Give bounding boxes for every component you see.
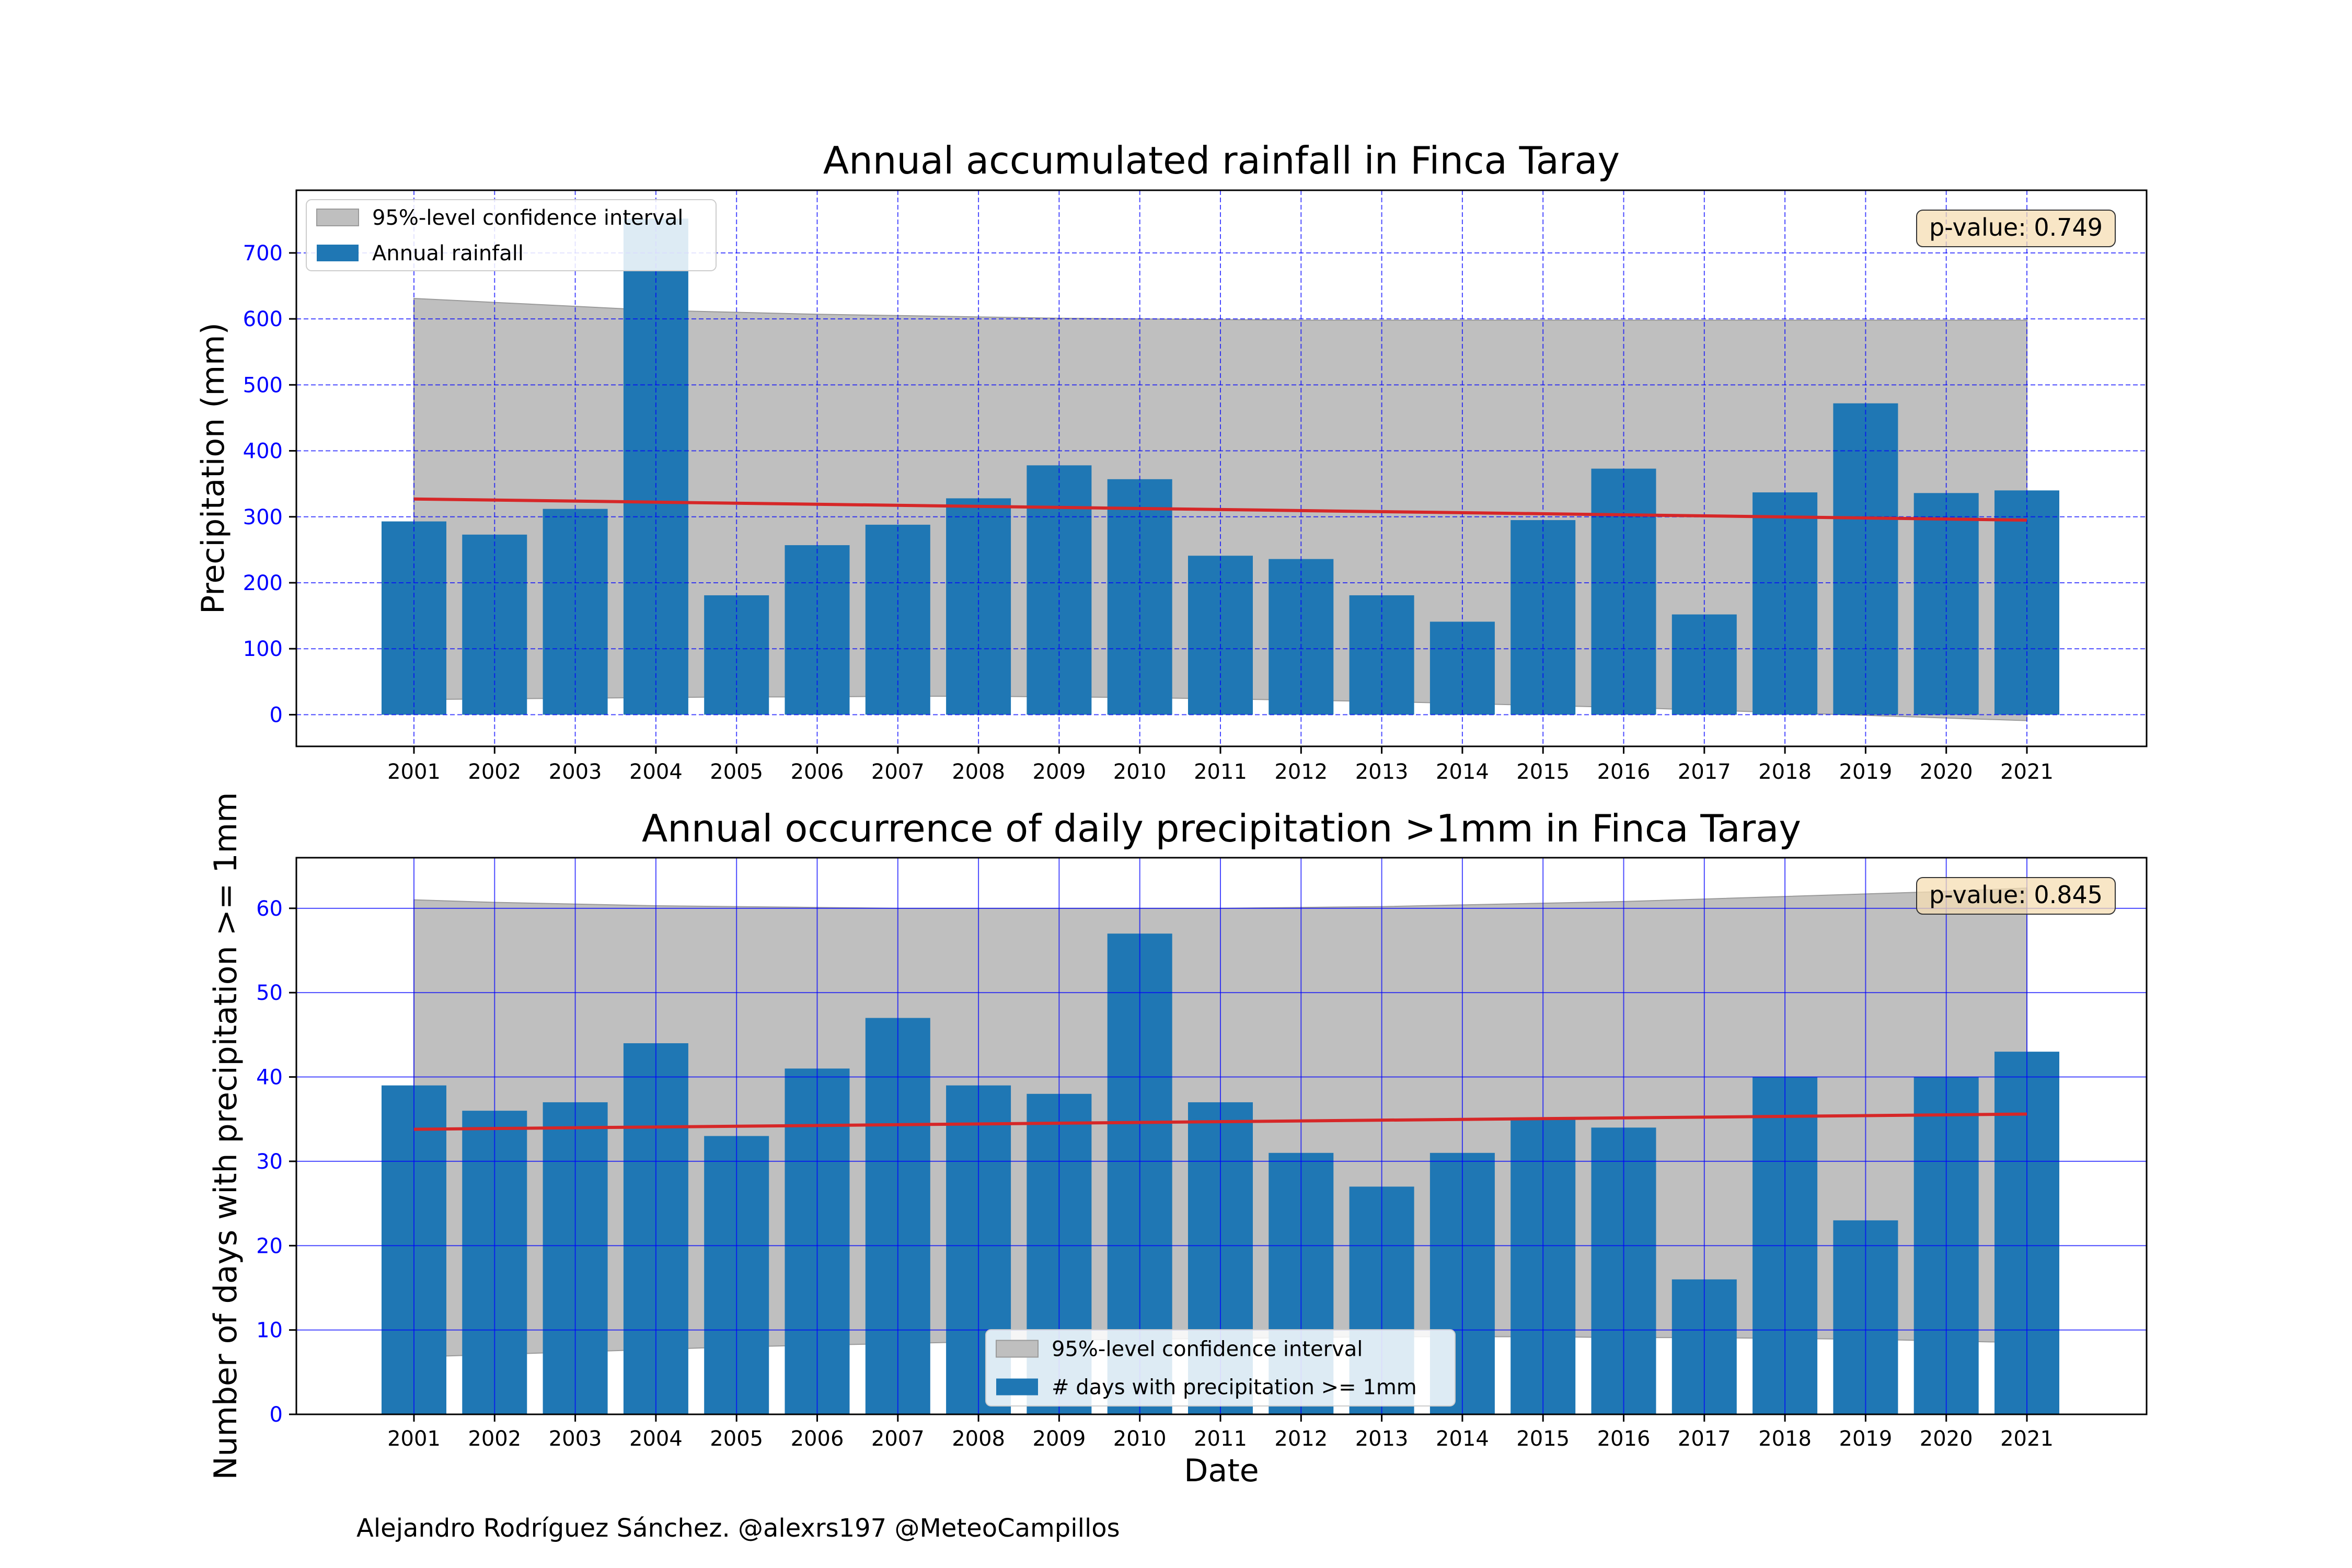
legend-label-bars: Annual rainfall xyxy=(372,241,524,266)
x-tick-label: 2004 xyxy=(629,1427,683,1451)
x-tick-label: 2005 xyxy=(710,1427,763,1451)
legend-label-ci: 95%-level confidence interval xyxy=(1052,1338,1363,1362)
x-tick-label: 2017 xyxy=(1678,760,1731,784)
pvalue-box-bg xyxy=(1916,877,2116,915)
x-tick-label: 2020 xyxy=(1920,760,1973,784)
x-tick-label: 2016 xyxy=(1597,1427,1651,1451)
legend-label-ci: 95%-level confidence interval xyxy=(372,206,683,230)
chart-title: Annual accumulated rainfall in Finca Tar… xyxy=(823,139,1620,182)
x-tick-label: 2003 xyxy=(549,1427,602,1451)
x-tick-label: 2009 xyxy=(1033,760,1086,784)
x-tick-label: 2012 xyxy=(1274,1427,1328,1451)
x-tick-label: 2013 xyxy=(1355,1427,1409,1451)
y-tick-label: 30 xyxy=(256,1150,283,1174)
x-tick-label: 2021 xyxy=(2000,1427,2054,1451)
x-tick-label: 2007 xyxy=(871,760,925,784)
y-tick-label: 600 xyxy=(243,307,283,331)
y-axis-label: Precipitation (mm) xyxy=(195,322,232,614)
x-tick-label: 2018 xyxy=(1758,1427,1812,1451)
x-axis-label: Date xyxy=(1184,1452,1259,1489)
y-tick-label: 60 xyxy=(256,897,283,921)
x-tick-label: 2019 xyxy=(1839,1427,1893,1451)
x-tick-label: 2003 xyxy=(549,760,602,784)
x-tick-label: 2009 xyxy=(1033,1427,1086,1451)
legend-box xyxy=(985,1329,1456,1406)
chart-title: Annual occurrence of daily precipitation… xyxy=(642,806,1801,850)
x-tick-label: 2001 xyxy=(387,1427,441,1451)
author-credit: Alejandro Rodríguez Sánchez. @alexrs197 … xyxy=(356,1514,1120,1543)
legend-swatch-bars xyxy=(996,1378,1038,1396)
y-tick-label: 40 xyxy=(256,1066,283,1090)
x-tick-label: 2008 xyxy=(952,760,1005,784)
y-tick-label: 0 xyxy=(270,1403,283,1427)
x-tick-label: 2010 xyxy=(1113,1427,1167,1451)
y-axis-label: Number of days with precipitation >= 1mm xyxy=(207,792,244,1480)
x-tick-label: 2014 xyxy=(1436,1427,1489,1451)
y-tick-label: 50 xyxy=(256,981,283,1005)
rain-days-chart: 0 10 20 30 40 50 60 2001 2002 2003 2004 2005 2006 200… xyxy=(207,792,2148,1489)
legend-swatch-bars xyxy=(317,245,359,261)
x-tick-label: 2015 xyxy=(1516,1427,1570,1451)
plot-frame xyxy=(295,857,2148,1415)
x-tick-label: 2016 xyxy=(1597,760,1651,784)
x-tick-label: 2004 xyxy=(629,760,683,784)
y-tick-label: 100 xyxy=(243,637,283,661)
x-tick-label: 2007 xyxy=(871,1427,925,1451)
x-tick-label: 2002 xyxy=(468,760,521,784)
legend-swatch-ci xyxy=(996,1340,1039,1358)
y-tick-label: 10 xyxy=(256,1319,283,1343)
x-tick-label: 2005 xyxy=(710,760,763,784)
trend-line xyxy=(413,1112,2027,1131)
x-tick-label: 2001 xyxy=(387,760,441,784)
x-tick-label: 2015 xyxy=(1516,760,1570,784)
plot-frame xyxy=(295,189,2148,747)
pvalue-label: p-value: 0.749 xyxy=(1929,213,2103,241)
pvalue-box: p-value: 0.845 xyxy=(1916,877,2116,915)
x-tick-label: 2002 xyxy=(468,1427,521,1451)
pvalue-box-bg xyxy=(1916,210,2116,247)
y-tick-label: 500 xyxy=(243,373,283,397)
trend-line xyxy=(413,497,2027,522)
x-tick-label: 2021 xyxy=(2000,760,2054,784)
x-tick-label: 2013 xyxy=(1355,760,1409,784)
x-tick-label: 2006 xyxy=(791,1427,844,1451)
x-tick-label: 2006 xyxy=(791,760,844,784)
y-tick-label: 20 xyxy=(256,1234,283,1258)
legend: 95%-level confidence interval Annual rain… xyxy=(306,199,717,271)
x-tick-label: 2011 xyxy=(1194,760,1247,784)
x-tick-label: 2020 xyxy=(1920,1427,1973,1451)
legend-label-bars: # days with precipitation >= 1mm xyxy=(1052,1376,1417,1400)
x-tick-label: 2017 xyxy=(1678,1427,1731,1451)
pvalue-label: p-value: 0.845 xyxy=(1929,881,2103,909)
x-tick-label: 2010 xyxy=(1113,760,1167,784)
x-tick-label: 2012 xyxy=(1274,760,1328,784)
x-tick-label: 2018 xyxy=(1758,760,1812,784)
y-tick-label: 400 xyxy=(243,440,283,464)
y-tick-label: 200 xyxy=(243,571,283,595)
legend-box xyxy=(306,199,717,271)
x-tick-label: 2014 xyxy=(1436,760,1489,784)
pvalue-box: p-value: 0.749 xyxy=(1916,210,2116,247)
legend-swatch-ci xyxy=(316,209,359,226)
y-tick-label: 700 xyxy=(243,241,283,266)
y-tick-label: 300 xyxy=(243,505,283,529)
x-tick-label: 2008 xyxy=(952,1427,1005,1451)
rainfall-chart: 0 100 200 300 400 500 600 700 2001 2002 2003 2004 20… xyxy=(195,139,2148,784)
legend: 95%-level confidence interval # days with… xyxy=(985,1329,1456,1406)
x-tick-label: 2019 xyxy=(1839,760,1893,784)
y-tick-label: 0 xyxy=(270,703,283,727)
x-tick-label: 2011 xyxy=(1194,1427,1247,1451)
